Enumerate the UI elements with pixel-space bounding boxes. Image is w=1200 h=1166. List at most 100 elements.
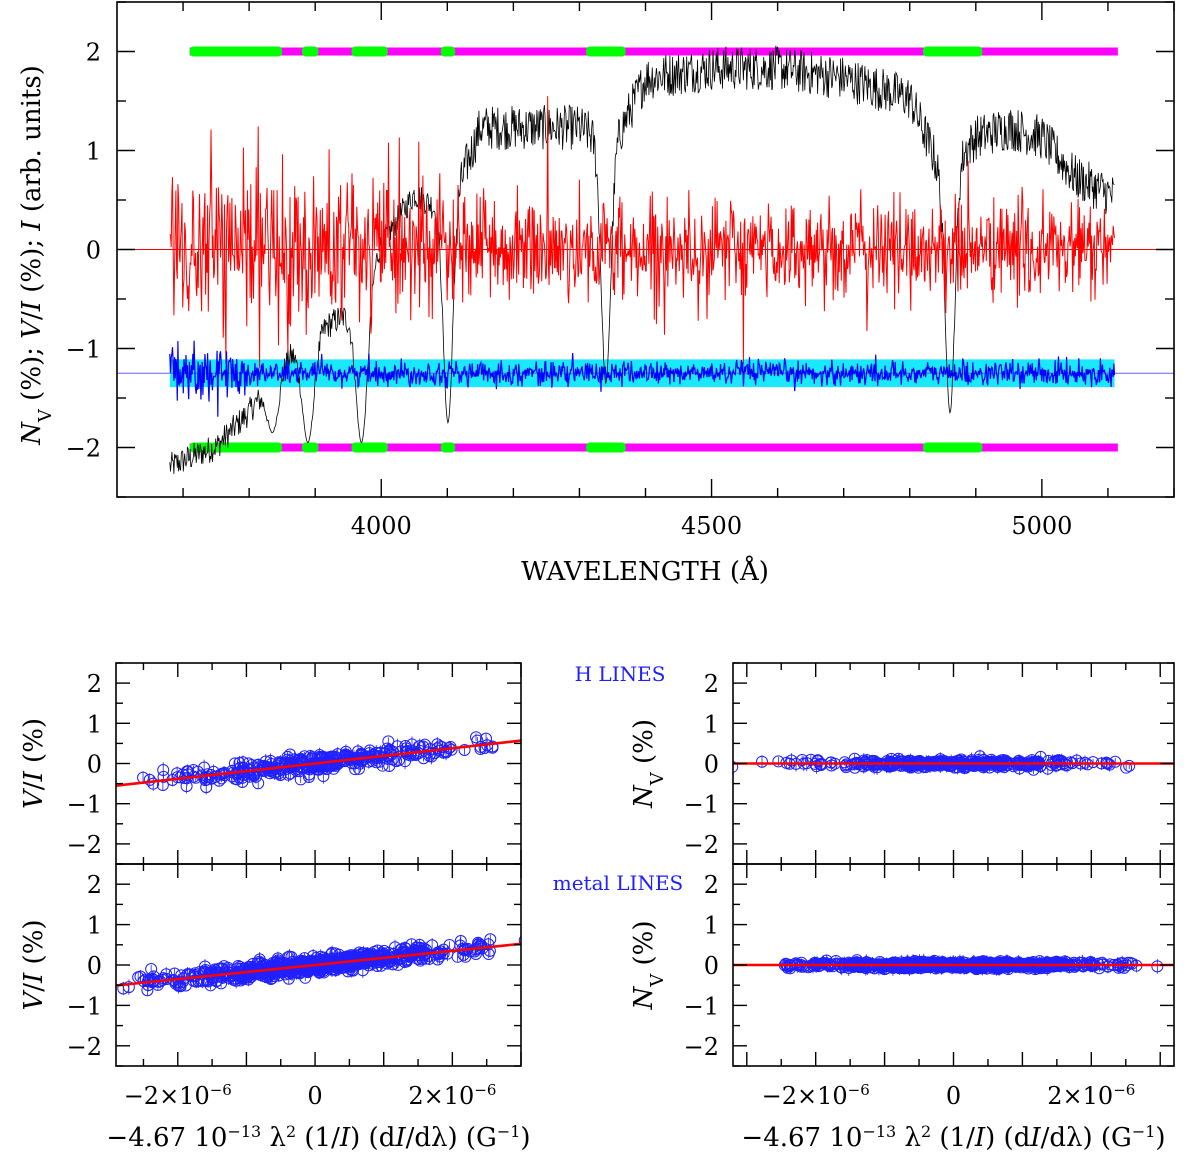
y-tick-label: −1 [684,992,719,1020]
data-point [278,758,291,771]
label-part: / [17,311,47,320]
data-point [482,938,495,951]
label-part: I [17,220,47,232]
y-tick-label: 1 [86,138,101,166]
data-point [816,957,829,970]
data-point [804,753,817,766]
data-point [993,960,1006,973]
label-part: I [19,972,49,984]
y-tick-label: 0 [704,952,719,980]
x-axis-label: −4.67 10−13 λ2 (1/I) (dI/dλ) (G−1) [741,1122,1165,1154]
y-tick-label: −2 [66,435,101,463]
label-part: (%) [19,919,49,972]
data-point [808,957,821,970]
data-point [353,952,366,965]
label-part: V [647,973,668,988]
label-part: ) (d [350,1123,395,1153]
data-point [215,977,228,990]
data-point [900,759,913,772]
x-tick-label: 4500 [681,512,742,540]
data-point [376,759,389,772]
data-point [755,755,768,768]
label-part: I [1029,1123,1041,1153]
label-part: −13 [227,1122,261,1141]
y-tick-label: 0 [704,751,719,779]
data-point [458,743,471,756]
data-point [1122,956,1135,969]
data-point [1070,754,1083,767]
data-point [355,749,368,762]
fit-line [116,739,521,787]
y-axis-label: NV (%) [629,920,668,1010]
y-tick-label: 1 [87,710,102,738]
tick-exponent: −6 [210,1081,232,1099]
mask-bar-magenta [189,47,1118,56]
mask-segment-green [586,442,626,453]
y-axis-label: V/I (%) [19,919,49,1010]
data-point [1025,758,1038,771]
data-point [317,770,330,783]
mask-segment-green [301,442,319,453]
mask-segment-green [922,46,983,57]
data-point [795,960,808,973]
y-tick-label: 0 [87,751,102,779]
mask-segment-green [351,442,388,453]
mask-segment-green [351,46,388,57]
data-point [391,740,404,753]
data-point [459,950,472,963]
tick-mantissa: −2×10 [762,1082,848,1110]
data-point [231,773,244,786]
y-axis-label: NV (%) [629,719,668,809]
data-point [401,744,414,757]
data-point [340,750,353,763]
y-tick-label: 0 [86,237,101,265]
y-tick-label: −1 [67,992,102,1020]
label-part: /dλ) (G [1041,1123,1132,1153]
mask-bar-magenta [189,443,1118,452]
data-point [997,753,1010,766]
y-tick-label: −2 [67,831,102,859]
x-tick-label: 0 [307,1082,322,1110]
label-part: −4.67 10 [741,1123,862,1153]
label-part: V [17,318,47,339]
data-point [200,781,213,794]
data-point [1092,957,1105,970]
data-point [929,956,942,969]
data-point [1000,956,1013,969]
panel-annotation: H LINES [575,662,666,686]
label-part: ) [1155,1123,1165,1153]
y-tick-label: −1 [66,336,101,364]
data-point [958,760,971,773]
x-tick-label: −2×10−6 [762,1081,870,1110]
data-point [968,961,981,974]
data-point [325,954,338,967]
data-point [977,759,990,772]
data-point [835,957,848,970]
data-point [486,740,499,753]
data-point [839,759,852,772]
data-point [117,982,130,995]
label-part: (arb. units) [17,65,47,220]
data-point [242,973,255,986]
mask-segment-green [440,46,456,57]
data-point [180,780,193,793]
data-point [802,961,815,974]
data-point [878,963,891,976]
data-point [298,952,311,965]
tick-mantissa: −2×10 [124,1082,210,1110]
data-point [948,761,961,774]
label-part: I [394,1123,406,1153]
x-tick-label: 0 [946,1082,961,1110]
data-point [965,758,978,771]
label-part: λ [896,1123,921,1153]
label-part: −13 [862,1122,896,1141]
data-point [382,735,395,748]
data-point [374,746,387,759]
data-point [268,970,281,983]
data-point [408,945,421,958]
data-point [483,944,496,957]
label-part: 2 [921,1122,931,1141]
data-point [1053,956,1066,969]
